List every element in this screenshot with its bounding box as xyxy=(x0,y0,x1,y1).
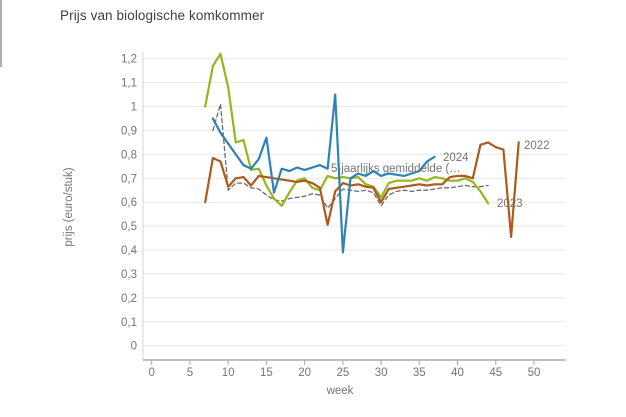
x-tick-label: 30 xyxy=(375,367,388,379)
series-label: 2024 xyxy=(443,152,469,164)
x-tick-label: 45 xyxy=(489,367,502,379)
y-tick-label: 0,8 xyxy=(121,149,137,161)
x-tick-label: 5 xyxy=(187,367,193,379)
series-line-2022[interactable] xyxy=(204,141,520,238)
x-axis-title: week xyxy=(326,385,354,397)
y-tick-label: 0,7 xyxy=(121,173,137,185)
y-axis-title: prijs (euro/stuk) xyxy=(63,167,75,246)
x-tick-label: 50 xyxy=(528,367,541,379)
x-tick-label: 0 xyxy=(148,367,154,379)
x-tick-label: 40 xyxy=(451,367,464,379)
x-tick-label: 15 xyxy=(260,367,273,379)
y-tick-label: 0,5 xyxy=(121,221,137,233)
series-label: 2022 xyxy=(524,140,550,152)
y-tick-label: 0,4 xyxy=(121,245,138,257)
series-line-2024[interactable] xyxy=(211,93,436,254)
y-tick-label: 0,1 xyxy=(121,317,137,329)
y-tick-label: 0,3 xyxy=(121,269,137,281)
x-tick-label: 20 xyxy=(298,367,311,379)
series-label: 5-jaarlijks gemiddelde (… xyxy=(331,163,461,175)
page-edge-artifact xyxy=(0,0,2,67)
series-label: 2023 xyxy=(497,198,523,210)
y-tick-label: 1,1 xyxy=(121,78,137,90)
y-tick-label: 0,9 xyxy=(121,125,137,137)
y-tick-label: 0,6 xyxy=(121,197,137,209)
series-line-2023[interactable] xyxy=(204,52,490,207)
x-tick-label: 25 xyxy=(337,367,350,379)
y-tick-label: 0,2 xyxy=(121,293,137,305)
series-line-5-jaarlijks-gemiddelde[interactable] xyxy=(212,103,489,209)
chart-title: Prijs van biologische komkommer xyxy=(60,8,265,23)
x-tick-label: 10 xyxy=(222,367,235,379)
y-tick-label: 1,2 xyxy=(121,54,137,66)
x-tick-label: 35 xyxy=(413,367,426,379)
y-tick-label: 0 xyxy=(131,341,137,353)
y-tick-label: 1 xyxy=(131,102,137,114)
